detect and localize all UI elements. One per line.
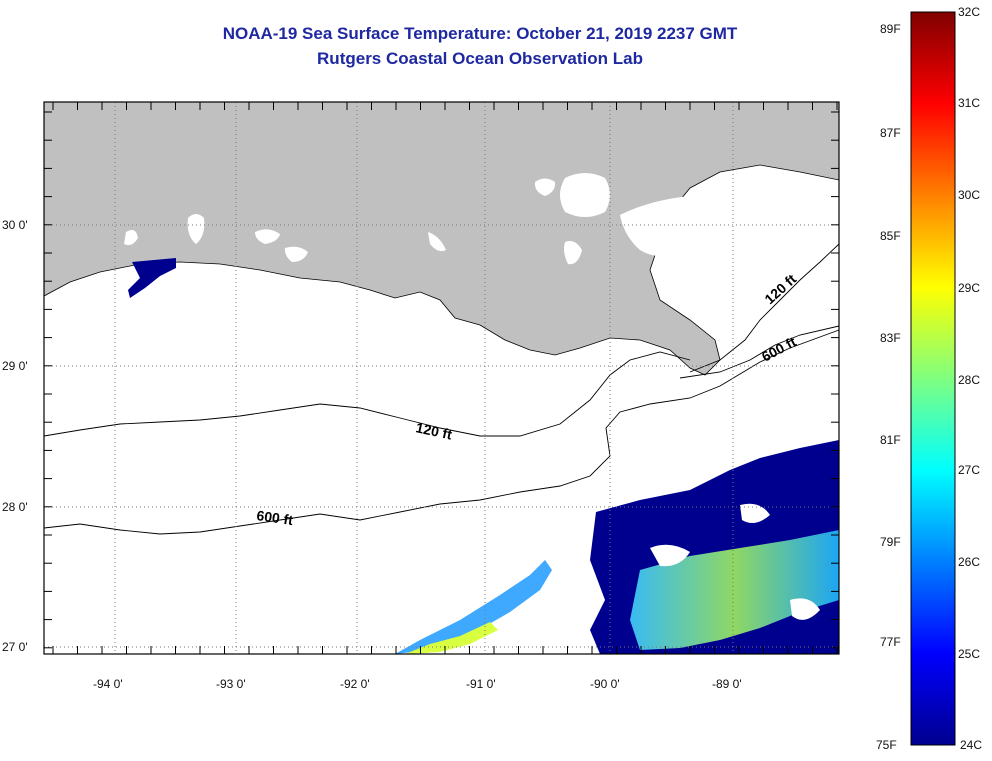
colorbar-c-label: 26C [958, 555, 980, 569]
lake-pontchartrain [560, 173, 610, 217]
colorbar-c-label: 32C [958, 5, 980, 19]
contour-label-120ft-mid: 120 ft [414, 419, 453, 442]
colorbar-celsius-labels: 32C 31C 30C 29C 28C 27C 26C 25C 24C [958, 5, 982, 752]
lon-label: -91 0' [466, 677, 496, 691]
colorbar-c-label: 24C [960, 738, 982, 752]
graticule [44, 102, 839, 654]
colorbar-c-label: 31C [958, 96, 980, 110]
lake [428, 232, 446, 252]
cloud-gap [650, 544, 690, 567]
lake [187, 214, 205, 244]
lake [255, 229, 280, 244]
lat-label: 28 0' [2, 500, 28, 514]
colorbar [910, 11, 956, 746]
colorbar-f-label: 87F [880, 126, 901, 140]
map-subtitle: Rutgers Coastal Ocean Observation Lab [317, 49, 643, 68]
lake [124, 230, 138, 246]
colorbar-fahrenheit-labels: 89F 87F 85F 83F 81F 79F 77F 75F [876, 22, 901, 752]
lat-label: 30 0' [2, 218, 28, 232]
sst-patch-streak [395, 560, 552, 654]
colorbar-f-label: 75F [876, 738, 897, 752]
contour-120ft-nearshore [689, 243, 840, 373]
colorbar-f-label: 81F [880, 433, 901, 447]
sst-patch-streak-warm [405, 622, 498, 654]
colorbar-c-label: 27C [958, 463, 980, 477]
lon-label: -94 0' [93, 677, 123, 691]
land-coastline [44, 102, 839, 376]
colorbar-c-label: 28C [958, 373, 980, 387]
lat-label: 27 0' [2, 640, 28, 654]
lake [564, 241, 582, 265]
colorbar-f-label: 77F [880, 635, 901, 649]
map-title: NOAA-19 Sea Surface Temperature: October… [222, 24, 738, 43]
lon-label: -92 0' [340, 677, 370, 691]
lon-label: -90 0' [590, 677, 620, 691]
colorbar-f-label: 83F [880, 331, 901, 345]
contour-600ft-nearshore [679, 325, 840, 379]
lon-label: -89 0' [712, 677, 742, 691]
colorbar-c-label: 25C [958, 647, 980, 661]
colorbar-f-label: 79F [880, 535, 901, 549]
cloud-gap [740, 503, 770, 524]
sst-patch-cold-nearshore [128, 258, 176, 298]
colorbar-c-label: 29C [958, 281, 980, 295]
cloud-gap [790, 598, 820, 620]
contour-600ft-outer [43, 329, 840, 535]
bay-delta [620, 196, 694, 256]
lat-label: 29 0' [2, 359, 28, 373]
colorbar-f-label: 85F [880, 229, 901, 243]
axis-ticks [44, 102, 839, 654]
map-frame [43, 101, 840, 655]
lake [284, 246, 308, 262]
contour-label-600ft-outer: 600 ft [256, 507, 295, 528]
colorbar-c-label: 30C [958, 188, 980, 202]
lon-label: -93 0' [216, 677, 246, 691]
lake [534, 178, 556, 196]
colorbar-f-label: 89F [880, 22, 901, 36]
